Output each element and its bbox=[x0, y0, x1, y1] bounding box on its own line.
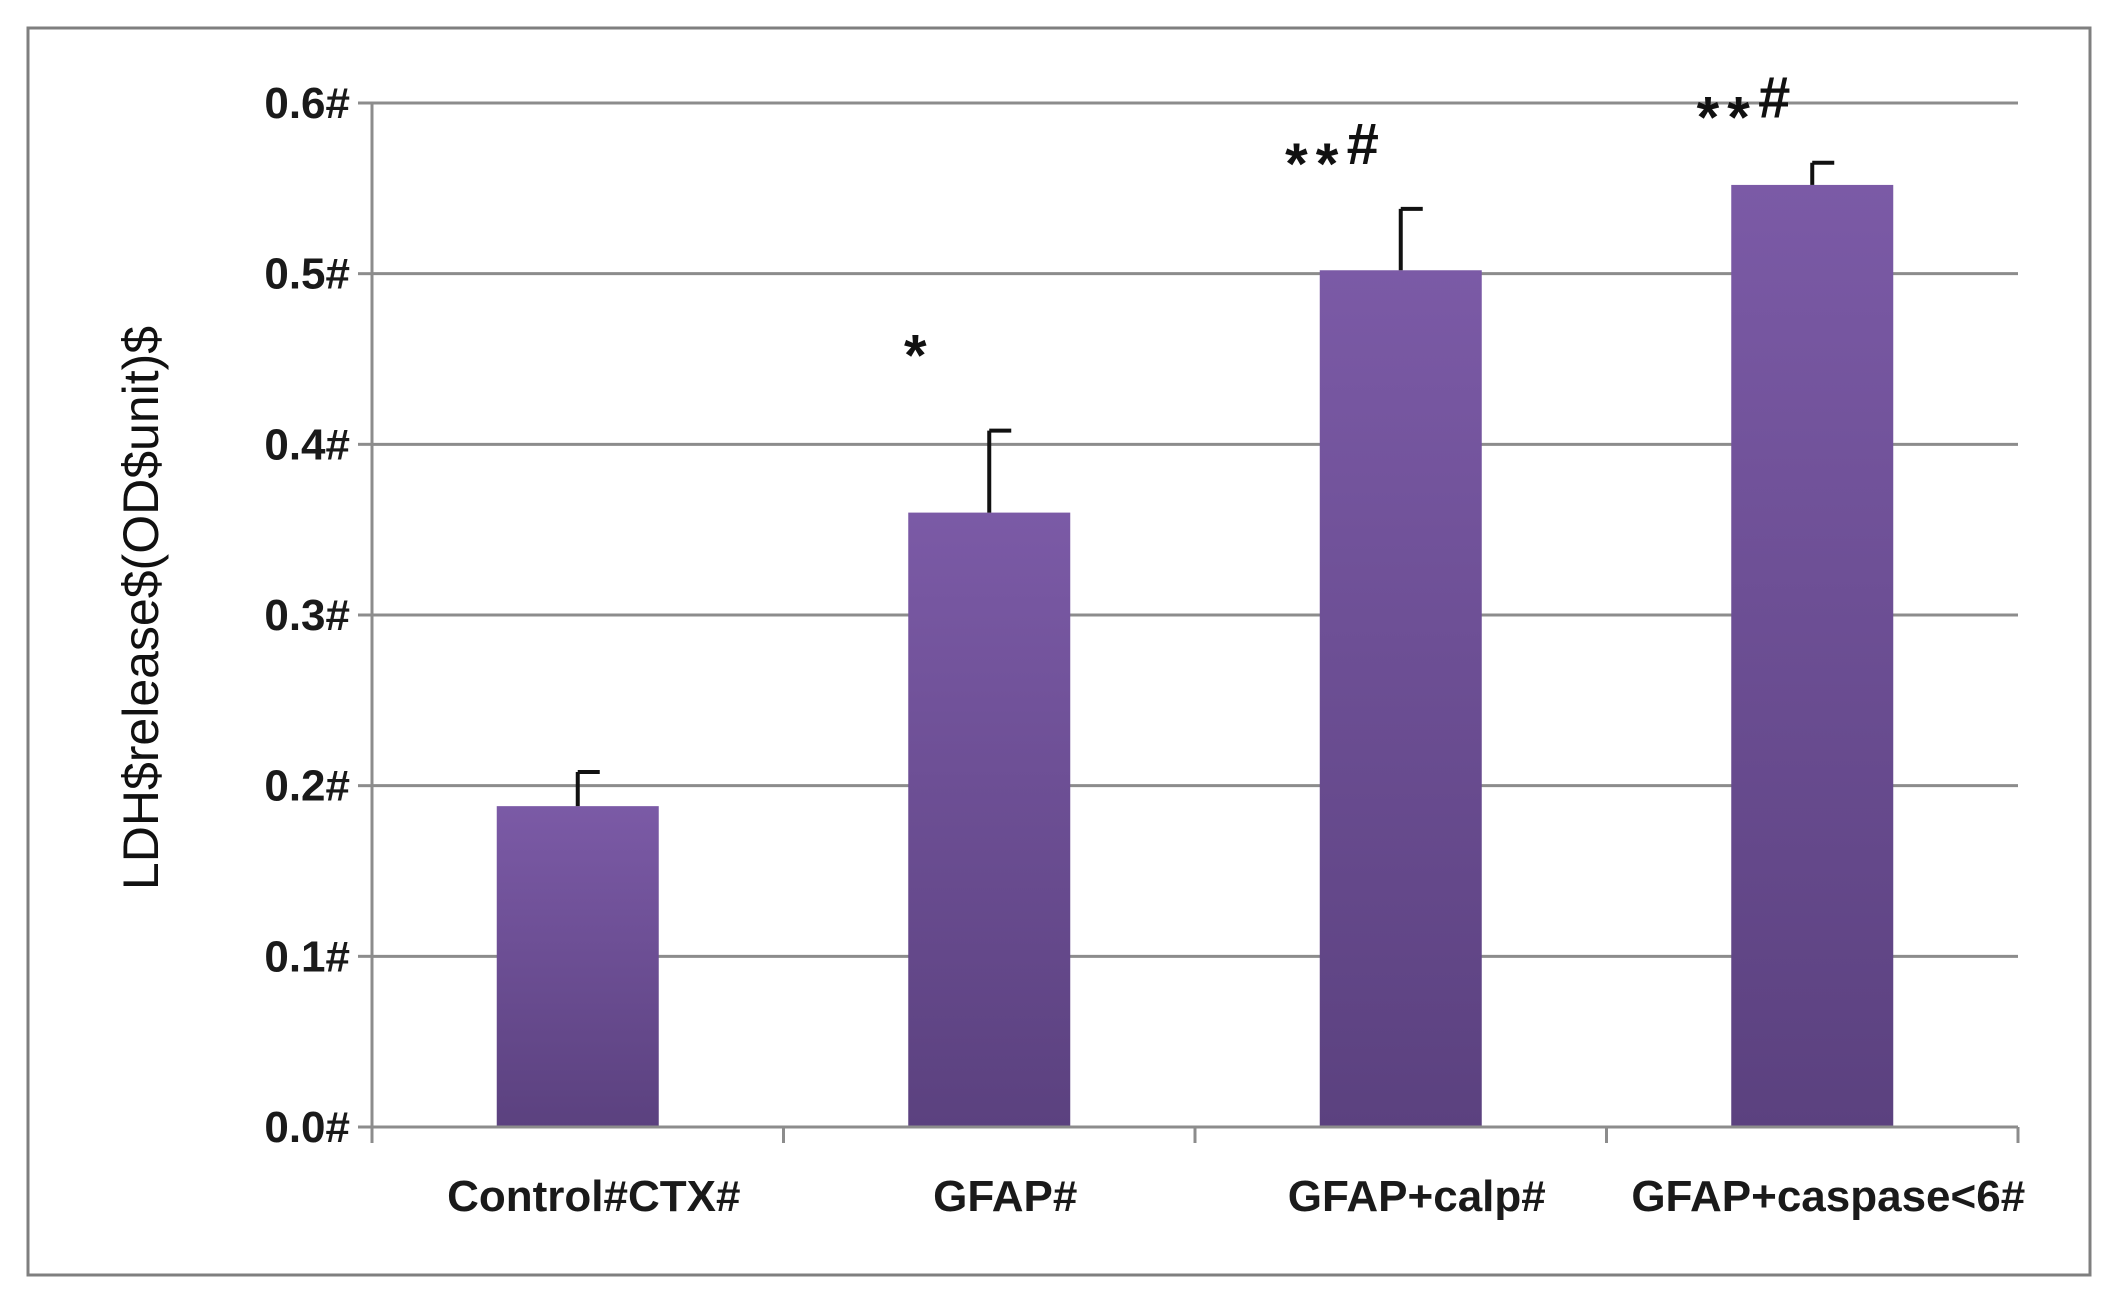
x-tick-label: GFAP# bbox=[933, 1172, 1077, 1221]
significance-stars: * bbox=[904, 324, 935, 389]
significance-hash: # bbox=[1347, 112, 1379, 177]
y-tick-label: 0.1# bbox=[264, 932, 350, 981]
y-tick-label: 0.3# bbox=[264, 591, 350, 640]
bars bbox=[496, 160, 1894, 1128]
x-tick-label: Control#CTX# bbox=[447, 1172, 740, 1221]
bar bbox=[1731, 184, 1894, 1128]
significance-hash: # bbox=[1758, 66, 1790, 131]
x-tick-label: GFAP+calp# bbox=[1288, 1172, 1546, 1221]
x-tick-label: GFAP+caspase<6# bbox=[1631, 1172, 2025, 1221]
labels: 0.0# 0.1# 0.2# 0.3# 0.4# 0.5# 0.6# Control#CTX#… bbox=[264, 66, 2025, 1221]
y-axis-title: LDH$release$(OD$unit)$ bbox=[113, 326, 169, 890]
bar bbox=[1319, 270, 1482, 1128]
bar bbox=[908, 512, 1071, 1127]
significance-stars: ** bbox=[1697, 86, 1758, 151]
y-tick-label: 0.4# bbox=[264, 420, 350, 469]
y-tick-label: 0.6# bbox=[264, 79, 350, 128]
bar bbox=[496, 806, 659, 1127]
axes bbox=[358, 101, 2020, 1143]
y-tick-label: 0.0# bbox=[264, 1103, 350, 1152]
y-tick-label: 0.2# bbox=[264, 762, 350, 811]
y-tick-label: 0.5# bbox=[264, 250, 350, 299]
significance-stars: ** bbox=[1285, 132, 1346, 197]
